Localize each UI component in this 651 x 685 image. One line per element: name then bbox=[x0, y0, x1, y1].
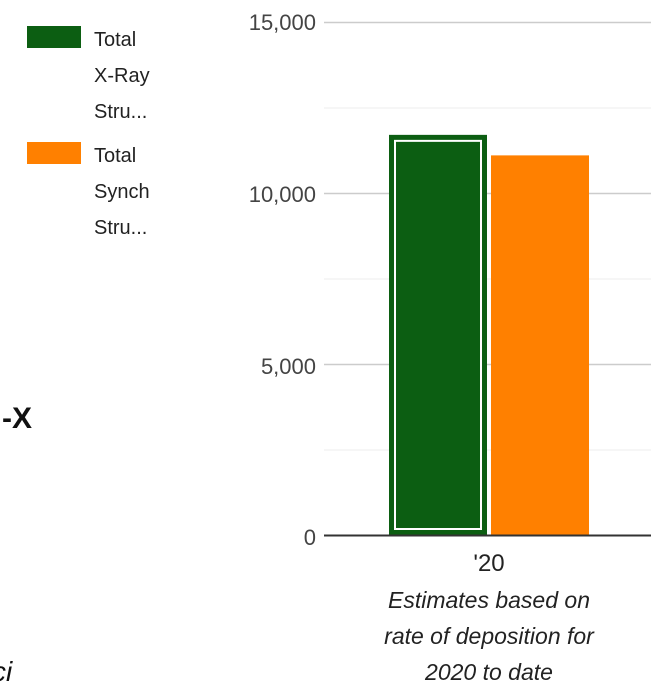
legend-label-line: Stru... bbox=[94, 101, 147, 123]
y-tick-label: 5,000 bbox=[261, 354, 316, 379]
bar-0[interactable] bbox=[389, 134, 487, 536]
x-tick-label: '20 bbox=[473, 550, 504, 577]
chart-annotation-line: 2020 to date bbox=[424, 659, 553, 685]
side-text-fragment: ci bbox=[0, 656, 13, 685]
legend-swatch-xray[interactable] bbox=[27, 26, 81, 48]
chart-annotation-line: Estimates based on bbox=[388, 587, 590, 613]
legend-label-line: Total bbox=[94, 145, 136, 167]
y-tick-label: 0 bbox=[304, 525, 316, 550]
bar-1[interactable] bbox=[491, 155, 589, 535]
legend-label-line: X-Ray bbox=[94, 65, 150, 87]
bars bbox=[389, 134, 589, 536]
bar-selection-outline bbox=[394, 139, 482, 531]
legend-label-line: Synch bbox=[94, 181, 150, 203]
legend-swatch-synch[interactable] bbox=[27, 142, 81, 164]
legend-label-line: Total bbox=[94, 29, 136, 51]
side-text-fragment: -X bbox=[2, 402, 32, 435]
y-tick-label: 15,000 bbox=[249, 10, 316, 35]
chart-annotation-line: rate of deposition for bbox=[384, 623, 595, 649]
y-tick-label: 10,000 bbox=[249, 182, 316, 207]
legend-label-line: Stru... bbox=[94, 217, 147, 239]
legend: Total X-Ray Stru... Total Synch Stru... bbox=[27, 26, 150, 239]
gridlines bbox=[324, 21, 651, 451]
